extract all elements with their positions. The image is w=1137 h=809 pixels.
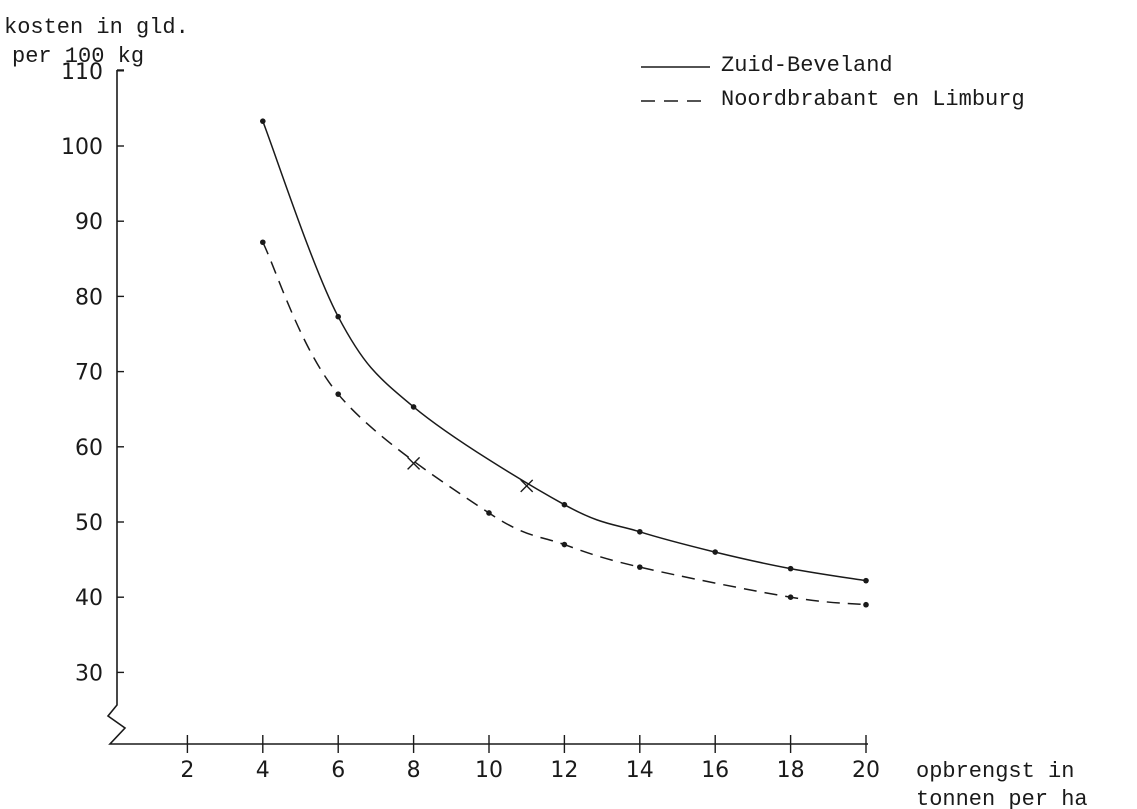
x-tick-label: 12 — [550, 758, 578, 783]
x-tick-label: 14 — [626, 758, 654, 783]
x-tick-label: 16 — [701, 758, 729, 783]
series-layer — [260, 118, 869, 608]
data-point — [863, 601, 869, 608]
cross-marker — [407, 456, 421, 470]
y-axis-label-line1: kosten in gld. — [4, 15, 189, 40]
x-axis-label-line1: opbrengst in — [916, 759, 1074, 784]
data-point — [561, 501, 568, 508]
data-point — [787, 565, 794, 572]
x-tick-label: 18 — [777, 758, 805, 783]
series-line-noordbrabant-limburg — [262, 241, 867, 606]
x-axis-label-line2: tonnen per ha — [916, 787, 1088, 809]
data-point — [637, 528, 643, 535]
x-tick-label: 10 — [475, 758, 503, 783]
y-ticks: 30 40 50 60 70 80 90 100 110 — [61, 60, 124, 686]
x-ticks: 2 4 6 8 10 12 14 16 18 20 — [180, 735, 880, 783]
legend-label-noordbrabant-limburg: Noordbrabant en Limburg — [721, 87, 1025, 112]
x-tick-label: 8 — [407, 758, 421, 783]
x-tick-label: 2 — [180, 758, 194, 783]
y-tick-label: 50 — [75, 511, 103, 536]
y-tick-label: 80 — [75, 285, 103, 310]
series-line-zuid-beveland — [262, 120, 867, 582]
legend: Zuid-Beveland Noordbrabant en Limburg — [641, 53, 1025, 112]
data-point — [712, 549, 718, 555]
x-tick-label: 6 — [331, 758, 345, 783]
x-tick-label: 20 — [852, 758, 880, 783]
y-axis-line — [106, 70, 127, 745]
cross-marker — [520, 479, 534, 493]
data-point — [787, 594, 794, 600]
data-point — [410, 404, 417, 410]
data-point — [561, 541, 568, 548]
data-point — [335, 313, 342, 320]
data-point — [637, 564, 643, 570]
y-axis-label-line2: per 100 kg — [12, 44, 144, 69]
y-tick-label: 90 — [75, 210, 103, 235]
data-point — [335, 391, 342, 397]
y-tick-label: 100 — [61, 135, 103, 160]
y-tick-label: 110 — [61, 60, 103, 85]
x-tick-label: 4 — [256, 758, 270, 783]
data-point — [260, 239, 266, 246]
y-tick-label: 30 — [75, 661, 103, 686]
y-tick-label: 40 — [75, 586, 103, 611]
data-point — [260, 118, 266, 124]
data-point — [486, 510, 492, 516]
y-tick-label: 60 — [75, 436, 103, 461]
legend-label-zuid-beveland: Zuid-Beveland — [721, 53, 893, 78]
data-point — [863, 577, 869, 584]
y-tick-label: 70 — [75, 361, 103, 386]
